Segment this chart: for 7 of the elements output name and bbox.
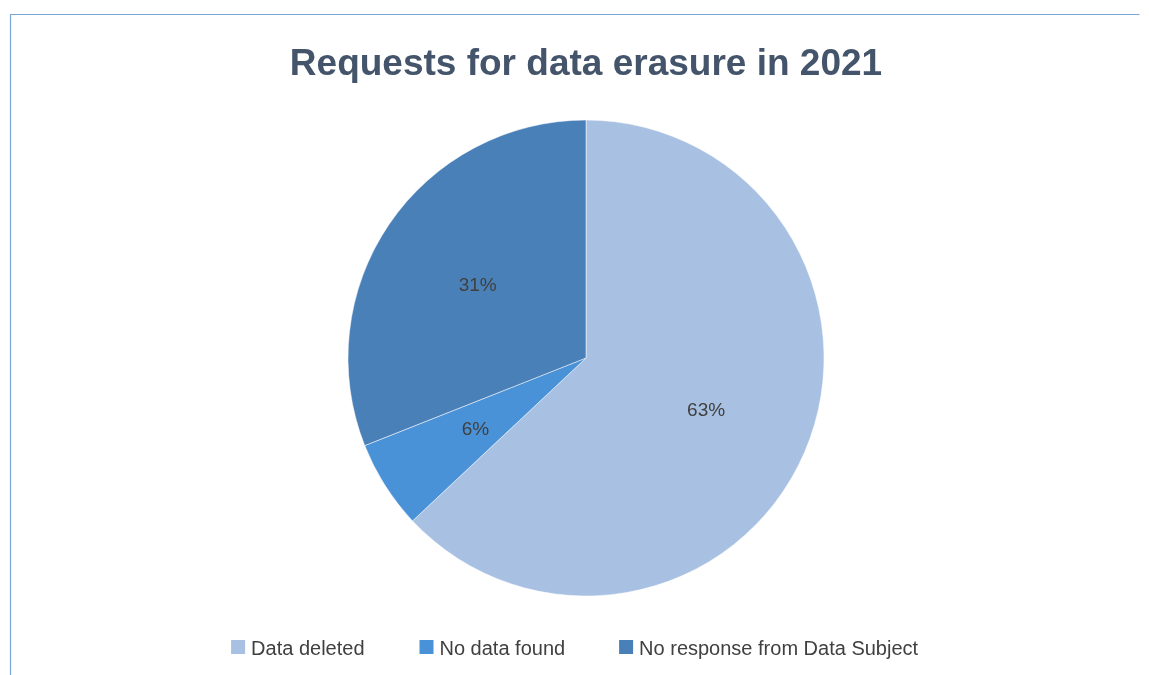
data-label: 63%: [687, 399, 726, 421]
chart-title: Requests for data erasure in 2021: [289, 42, 883, 83]
legend-label: No response from Data Subject: [639, 637, 919, 659]
data-label: 6%: [461, 417, 490, 439]
legend-label: No data found: [439, 637, 566, 659]
data-label: 31%: [458, 273, 497, 295]
legend-label: Data deleted: [251, 637, 365, 659]
